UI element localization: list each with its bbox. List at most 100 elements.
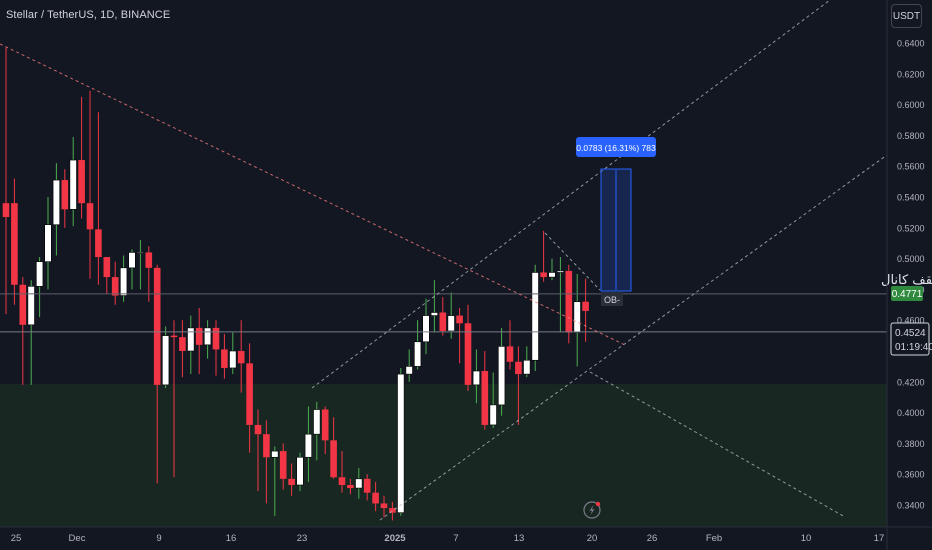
candle-body (212, 327, 220, 350)
candle-body (120, 267, 128, 296)
candle-body (372, 492, 379, 504)
candle-body (573, 301, 581, 333)
candle-body (456, 315, 463, 324)
candle-body (246, 363, 253, 425)
candle-body (153, 267, 161, 385)
annotation-text[interactable]: خرید بالای این به سمت سقف کانال (881, 273, 932, 288)
candle-body (540, 272, 547, 278)
candle-body (582, 301, 589, 311)
candle-body (61, 180, 69, 210)
time-tick-label: 7 (453, 533, 458, 544)
candle-body (380, 503, 388, 509)
candle-body (430, 312, 439, 316)
candle-body (111, 277, 119, 296)
candle-body (481, 371, 489, 425)
price-axis[interactable]: 0.6400 0.6200 0.6000 0.5800 0.5600 0.5400 0.52… (897, 39, 925, 511)
candle-body (279, 451, 287, 479)
price-tick-label: 0.3600 (897, 470, 925, 480)
candle-body (405, 366, 413, 375)
candle-body (347, 484, 354, 489)
price-tick-label: 0.5200 (897, 223, 925, 233)
candle-body (363, 478, 371, 493)
time-tick-label: Feb (706, 533, 722, 544)
price-tick-label: 0.5600 (897, 162, 925, 172)
candle-body (95, 229, 102, 258)
candle-body (229, 350, 237, 369)
price-tick-label: 0.6200 (897, 69, 925, 79)
candle-body (515, 361, 522, 375)
time-tick-label: 17 (874, 533, 885, 544)
candle-body (413, 341, 422, 367)
time-tick-label: 10 (801, 533, 812, 544)
last-price-text: 0.4524 (895, 328, 926, 339)
candle-body (489, 404, 497, 426)
measure-tool[interactable]: 0.0783 (16.31%) 783 (576, 137, 656, 157)
price-tick-label: 0.5000 (897, 254, 925, 264)
candle-body (19, 284, 27, 325)
marked-price-text: 0.4771 (892, 289, 923, 300)
candle-body (313, 409, 321, 435)
candle-body (271, 450, 279, 458)
measure-label: 0.0783 (16.31%) 783 (576, 143, 656, 153)
candle-body (11, 203, 18, 285)
candle-body (523, 359, 531, 375)
channel-lower-line (379, 154, 887, 521)
candle-body (472, 370, 481, 386)
candle-body (531, 272, 539, 361)
time-tick-label: Dec (69, 533, 86, 544)
price-tick-label: 0.4000 (897, 408, 925, 418)
symbol-title[interactable]: Stellar / TetherUS, 1D, BINANCE (6, 9, 171, 21)
price-tick-label: 0.5400 (897, 193, 925, 203)
candle-body (263, 434, 270, 458)
time-tick-label: 9 (156, 533, 161, 544)
candle-body (556, 270, 564, 273)
time-tick-label: 26 (647, 533, 658, 544)
downtrend-line (0, 43, 626, 346)
candle-body (136, 252, 145, 254)
candle-body (254, 424, 262, 435)
candle-body (439, 312, 447, 331)
candle-body (195, 327, 203, 345)
price-tick-label: 0.6000 (897, 100, 925, 110)
currency-button[interactable]: USDT (891, 4, 922, 28)
time-tick-label: 20 (587, 533, 598, 544)
time-tick-label: 23 (297, 533, 308, 544)
candle-body (288, 478, 295, 485)
lightning-icon[interactable] (583, 501, 601, 519)
time-axis[interactable]: 25 Dec 9 16 23 2025 7 13 20 26 Feb 10 17 (11, 533, 885, 544)
marked-price-tag: 0.4771 (891, 286, 923, 301)
candle-body (69, 159, 77, 210)
candle-body (103, 257, 111, 278)
candle-body (330, 440, 337, 478)
drawings-layer (0, 0, 887, 521)
candle-body (506, 346, 514, 362)
candle-body (397, 373, 405, 514)
candle-body (179, 337, 186, 351)
candle-body (447, 315, 455, 332)
time-tick-label: 13 (514, 533, 525, 544)
price-tick-label: 0.6400 (897, 39, 925, 49)
candle-body (321, 409, 329, 441)
candle-body (170, 335, 178, 338)
candle-body (44, 224, 52, 262)
candle-body (27, 286, 35, 326)
candle-body (86, 203, 94, 230)
candle-body (548, 272, 556, 278)
last-price-tag: 0.4524 01:19:40 (890, 322, 932, 356)
candle-body (422, 315, 430, 343)
time-tick-label: 25 (11, 533, 22, 544)
demand-zone (0, 384, 887, 527)
price-tick-label: 0.5800 (897, 131, 925, 141)
candle-body (304, 433, 313, 458)
price-tick-label: 0.4200 (897, 377, 925, 387)
price-tick-label: 0.4600 (897, 316, 925, 326)
candle-body (187, 327, 195, 352)
candle-body (237, 351, 245, 364)
candle-body (497, 346, 506, 406)
ob-box[interactable]: OB- (601, 292, 623, 306)
candle-body (338, 477, 346, 485)
candle-body (162, 335, 170, 386)
time-tick-label: 16 (226, 533, 237, 544)
